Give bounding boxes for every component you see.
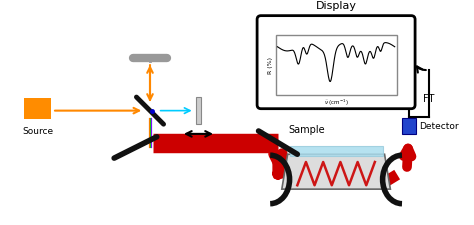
FancyBboxPatch shape	[24, 98, 51, 119]
Text: FT: FT	[423, 94, 434, 104]
Text: Sample: Sample	[289, 125, 325, 135]
Text: Source: Source	[22, 127, 53, 136]
Text: R (%): R (%)	[268, 56, 273, 74]
FancyBboxPatch shape	[196, 97, 201, 124]
FancyBboxPatch shape	[275, 35, 397, 95]
Polygon shape	[282, 154, 391, 189]
Text: Detector: Detector	[419, 122, 459, 131]
Text: $\tilde{\nu}$ (cm$^{-1}$): $\tilde{\nu}$ (cm$^{-1}$)	[324, 98, 348, 108]
FancyBboxPatch shape	[257, 16, 415, 109]
Text: Display: Display	[316, 1, 356, 11]
FancyBboxPatch shape	[402, 118, 416, 134]
FancyBboxPatch shape	[290, 146, 383, 156]
